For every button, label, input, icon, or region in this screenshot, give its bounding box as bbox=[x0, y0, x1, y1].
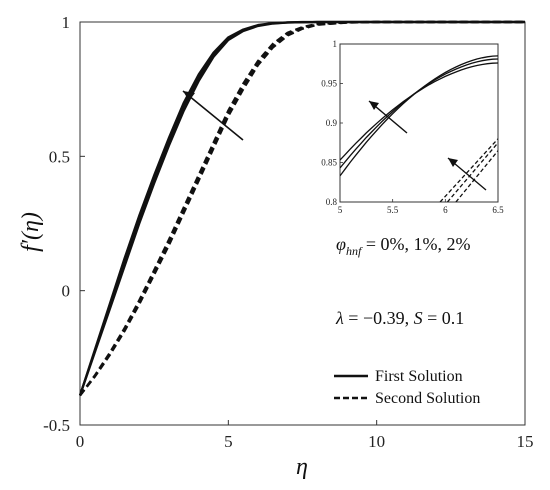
main-arrow-first-head bbox=[183, 91, 195, 101]
y-tick-label: 1 bbox=[62, 13, 71, 32]
x-axis-label: η bbox=[296, 454, 308, 480]
params-annotation: λ = −0.39, S = 0.1 bbox=[335, 308, 464, 328]
legend: First Solution Second Solution bbox=[334, 368, 480, 407]
inset-line-second-2 bbox=[455, 150, 498, 202]
inset-y-tick-label: 0.8 bbox=[326, 197, 338, 207]
y-axis-label: f′(η) bbox=[18, 212, 44, 252]
inset-x-tick-label: 5 bbox=[338, 205, 343, 215]
x-tick-label: 15 bbox=[517, 432, 534, 451]
inset-y-tick-label: 0.9 bbox=[326, 118, 338, 128]
y-tick-label: 0.5 bbox=[49, 147, 70, 166]
inset-x-tick-label: 6.5 bbox=[492, 205, 504, 215]
inset-line-second-0 bbox=[439, 138, 498, 202]
inset-series-group bbox=[340, 55, 498, 202]
inset-line-first-2 bbox=[340, 62, 498, 161]
series-line-second-5 bbox=[79, 20, 525, 397]
y-tick-label: 0 bbox=[62, 282, 71, 301]
inset-y-tick-label: 0.85 bbox=[321, 158, 337, 168]
inset-x-tick-label: 6 bbox=[443, 205, 448, 215]
phi-annotation: φhnf = 0%, 1%, 2% bbox=[336, 234, 470, 258]
inset-y-tick-label: 1 bbox=[333, 39, 338, 49]
main-series-group bbox=[78, 20, 525, 397]
main-tick-group: 0 5 10 15-0.500.51 bbox=[43, 13, 533, 451]
main-arrow-first bbox=[182, 90, 244, 141]
x-tick-label: 10 bbox=[368, 432, 385, 451]
inset-y-tick-label: 0.95 bbox=[321, 79, 337, 89]
inset-arrow-first-head bbox=[369, 101, 379, 110]
inset-arrow-second-head bbox=[448, 158, 458, 167]
inset-tick-group: 5 5.5 6 6.5 0.8 0.85 0.9 0.95 1 bbox=[321, 39, 504, 215]
y-tick-label: -0.5 bbox=[43, 416, 70, 435]
legend-label-second: Second Solution bbox=[375, 390, 480, 407]
x-tick-label: 5 bbox=[224, 432, 233, 451]
inset-background bbox=[340, 44, 498, 202]
x-tick-label: 0 bbox=[76, 432, 85, 451]
legend-label-first: First Solution bbox=[375, 368, 463, 385]
inset-x-tick-label: 5.5 bbox=[387, 205, 399, 215]
